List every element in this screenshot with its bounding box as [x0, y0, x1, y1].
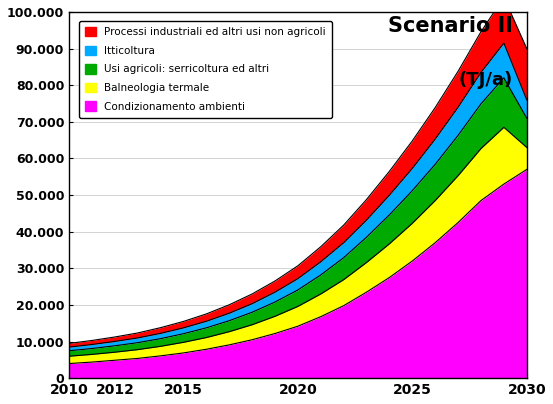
Text: (TJ/a): (TJ/a) [459, 71, 513, 88]
Legend: Processi industriali ed altri usi non agricoli, Itticoltura, Usi agricoli: serri: Processi industriali ed altri usi non ag… [79, 21, 332, 118]
Text: Scenario II: Scenario II [388, 16, 513, 36]
